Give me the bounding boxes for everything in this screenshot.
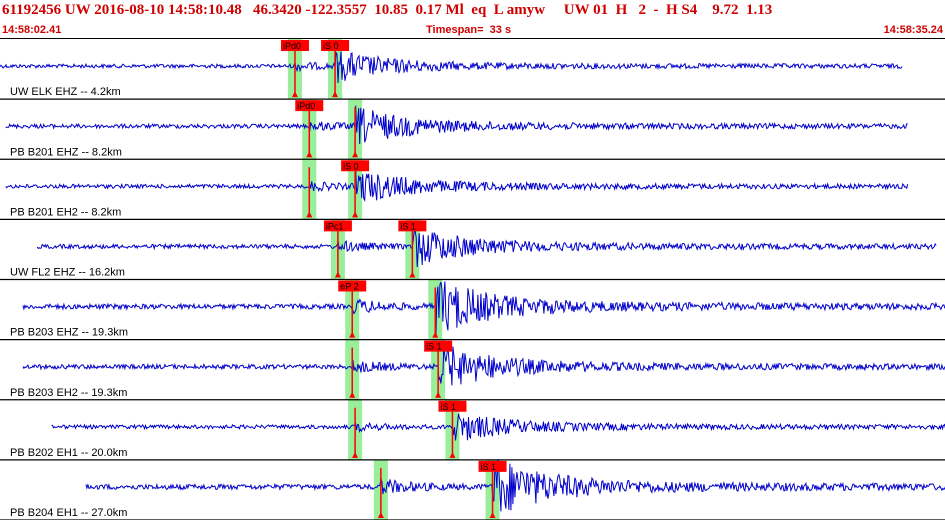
- p-pick-label: eP 2: [340, 282, 358, 292]
- seismogram-panel[interactable]: iPd0 iS 0 UW ELK EHZ -- 4.2km iPd0 PB B201 E…: [0, 39, 945, 520]
- pick-marker: [489, 512, 496, 518]
- s-pick-label: iS 0: [323, 41, 339, 51]
- pick-flag[interactable]: [321, 40, 350, 51]
- pick-flag[interactable]: [295, 100, 324, 112]
- s-pick-label: iS 1: [481, 462, 497, 472]
- waveform: [85, 459, 945, 512]
- trace-label: PB B202 EH1 -- 20.0km: [10, 447, 127, 459]
- s-pick-label: iS 1: [426, 342, 442, 352]
- waveform: [51, 413, 945, 441]
- pick-marker: [332, 91, 339, 98]
- event-summary: 61192456 UW 2016-08-10 14:58:10.48 46.34…: [2, 2, 773, 18]
- trace-label: PB B201 EHZ -- 8.2km: [10, 146, 122, 158]
- start-time: 14:58:02.41: [2, 24, 62, 36]
- pick-marker: [334, 271, 341, 278]
- pick-marker: [306, 151, 313, 158]
- s-pick-label: iS 0: [343, 161, 359, 171]
- waveform: [5, 169, 909, 203]
- pick-marker: [349, 391, 356, 398]
- end-time: 14:58:35.24: [883, 24, 943, 36]
- waveform: [36, 230, 937, 268]
- s-pick-label: iS 1: [400, 221, 416, 231]
- pick-marker: [352, 211, 359, 218]
- pick-flag[interactable]: [341, 160, 370, 172]
- pick-marker: [377, 512, 384, 518]
- p-pick-label: iPd0: [297, 101, 315, 111]
- event-header: 61192456 UW 2016-08-10 14:58:10.48 46.34…: [0, 0, 945, 39]
- waveform: [0, 51, 903, 84]
- waveform: [5, 105, 908, 145]
- pick-marker: [352, 451, 359, 458]
- pick-marker: [409, 271, 416, 278]
- p-pick-label: iPd0: [283, 41, 301, 51]
- pick-flag[interactable]: [338, 280, 367, 292]
- s-pick-label: iS 1: [440, 402, 456, 412]
- trace-label: PB B204 EH1 -- 27.0km: [10, 507, 127, 519]
- pick-marker: [352, 151, 359, 158]
- trace-label: UW ELK EHZ -- 4.2km: [10, 86, 121, 98]
- timespan: Timespan= 33 s: [426, 24, 512, 36]
- pick-flag[interactable]: [478, 460, 507, 472]
- pick-marker: [306, 211, 313, 218]
- pick-marker: [432, 331, 439, 338]
- pick-flag[interactable]: [438, 400, 467, 412]
- pick-marker: [435, 391, 442, 398]
- pick-flag[interactable]: [280, 40, 309, 51]
- waveform: [22, 281, 945, 337]
- pick-marker: [291, 91, 298, 98]
- pick-flag[interactable]: [323, 220, 352, 232]
- trace-label: PB B203 EH2 -- 19.3km: [10, 387, 127, 399]
- pick-flag[interactable]: [424, 340, 453, 352]
- trace-label: PB B203 EHZ -- 19.3km: [10, 327, 128, 339]
- pick-flag[interactable]: [398, 220, 427, 232]
- waveform: [22, 342, 945, 386]
- p-pick-label: iPc1: [326, 221, 344, 231]
- pick-marker: [349, 331, 356, 338]
- pick-marker: [449, 451, 456, 458]
- trace-label: PB B201 EH2 -- 8.2km: [10, 206, 121, 218]
- trace-label: UW FL2 EHZ -- 16.2km: [10, 267, 125, 279]
